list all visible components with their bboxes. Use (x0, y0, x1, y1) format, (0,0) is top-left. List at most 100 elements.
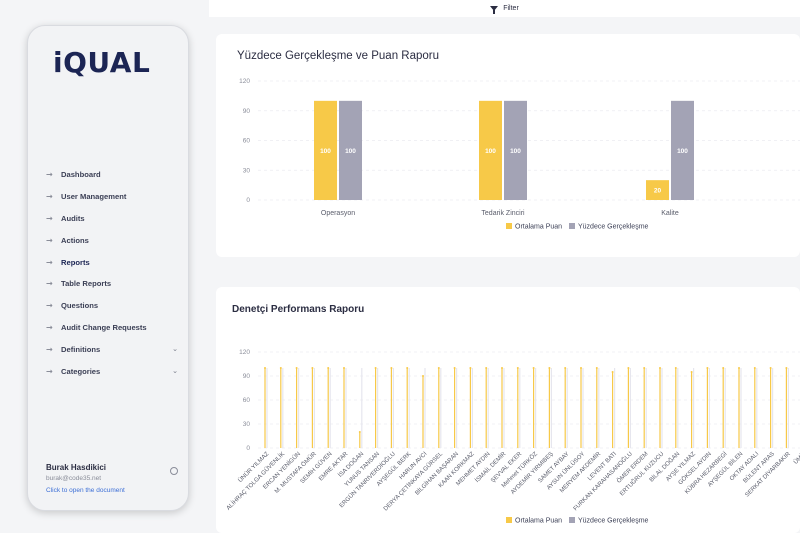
data-point (327, 367, 330, 369)
bar (675, 368, 677, 448)
bar (504, 100, 527, 200)
sidebar-item-actions[interactable]: → Actions (46, 229, 186, 251)
bar (487, 368, 489, 448)
bar (754, 368, 756, 448)
data-label: 100 (485, 148, 496, 155)
bar (406, 368, 408, 448)
bar (266, 368, 268, 448)
bar (706, 368, 708, 448)
bar (469, 368, 471, 448)
sidebar-item-categories[interactable]: → Categories ⌄ (46, 360, 186, 382)
sidebar-item-label: User Management (61, 192, 127, 202)
y-tick-label: 120 (239, 349, 250, 356)
sidebar-item-label: Categories (61, 366, 101, 376)
data-point (674, 367, 677, 369)
bar (740, 368, 742, 448)
bar (311, 368, 313, 448)
bar (596, 368, 598, 448)
bar (566, 368, 568, 448)
bar (377, 368, 379, 448)
app-logo: iQUAL (53, 46, 151, 79)
data-point (643, 367, 646, 369)
data-point (580, 367, 582, 369)
x-tick-label: Kalite (661, 210, 679, 217)
data-point (453, 367, 456, 369)
bar (424, 368, 426, 448)
data-point (374, 367, 377, 369)
data-point (532, 367, 535, 369)
bar (582, 368, 584, 448)
data-point (659, 367, 661, 369)
data-point (469, 367, 472, 369)
sidebar-item-definitions[interactable]: → Definitions ⌄ (46, 338, 186, 360)
bar (659, 368, 661, 448)
bar (738, 368, 740, 448)
sidebar-item-label: Definitions (61, 344, 101, 354)
arrow-right-icon: → (46, 366, 53, 376)
sidebar-item-audits[interactable]: → Audits (46, 208, 186, 230)
arrow-right-icon: → (46, 257, 53, 267)
data-point (422, 375, 424, 377)
data-point (485, 367, 488, 369)
bar (264, 368, 266, 448)
bar (772, 368, 774, 448)
bar (535, 368, 537, 448)
bar (471, 368, 473, 448)
bar (422, 376, 424, 448)
bar (327, 368, 329, 448)
bar (646, 180, 669, 200)
bar (756, 368, 758, 448)
data-point (548, 367, 551, 369)
bar (785, 368, 787, 448)
bar (519, 368, 521, 448)
user-name: Burak Hasdikici (46, 463, 107, 472)
arrow-right-icon: → (46, 213, 53, 223)
bar (454, 368, 456, 448)
bar (627, 368, 629, 448)
bar (724, 368, 726, 448)
sidebar-item-dashboard[interactable]: → Dashboard (46, 164, 186, 186)
bar (564, 368, 566, 448)
sidebar-item-label: Dashboard (61, 170, 101, 180)
gear-icon[interactable] (170, 467, 178, 475)
bar (693, 368, 695, 448)
sidebar-item-user-management[interactable]: → User Management (46, 186, 186, 208)
sidebar-item-reports[interactable]: → Reports (46, 251, 186, 273)
bar (440, 368, 442, 448)
bar (339, 100, 362, 200)
x-tick-label: ALİHRAÇ TOLGA GÜVENLİK (225, 450, 286, 511)
bar (359, 432, 361, 448)
x-tick-label: Operasyon (321, 210, 355, 217)
bar (314, 100, 337, 200)
legend-swatch (569, 223, 575, 229)
sidebar-item-questions[interactable]: → Questions (46, 295, 186, 317)
x-tick-label: ÜMİT (792, 450, 800, 466)
data-point (264, 367, 266, 369)
completion-score-report-card: Yüzdece Gerçekleşme ve Puan Raporu 0 30 60… (216, 34, 800, 257)
sidebar-item-audit-change-requests[interactable]: → Audit Change Requests (46, 317, 186, 339)
data-point (311, 367, 314, 369)
bar (343, 368, 345, 448)
open-document-link[interactable]: Click to open the document (46, 487, 125, 494)
bar (517, 368, 519, 448)
chevron-down-icon: ⌄ (172, 345, 178, 354)
filter-label: Filter (503, 5, 519, 12)
data-point (785, 367, 788, 369)
data-point (595, 367, 598, 369)
sidebar-item-label: Audit Change Requests (61, 322, 147, 332)
arrow-right-icon: → (46, 322, 53, 332)
filter-button[interactable]: Filter (490, 5, 519, 14)
sidebar-item-table-reports[interactable]: → Table Reports (46, 273, 186, 295)
data-label: 100 (510, 148, 521, 155)
bar (329, 368, 331, 448)
sidebar-item-label: Questions (61, 301, 99, 311)
legend-swatch (506, 517, 512, 523)
data-point (295, 367, 298, 369)
bar (296, 368, 298, 448)
data-point (501, 367, 503, 369)
completion-score-chart: 0 30 60 90 120 100 100 Operasyon 100 100 Tedarik Z… (239, 78, 800, 231)
bar (629, 368, 631, 448)
bar (390, 368, 392, 448)
bar (298, 368, 300, 448)
data-label: 100 (345, 148, 356, 155)
